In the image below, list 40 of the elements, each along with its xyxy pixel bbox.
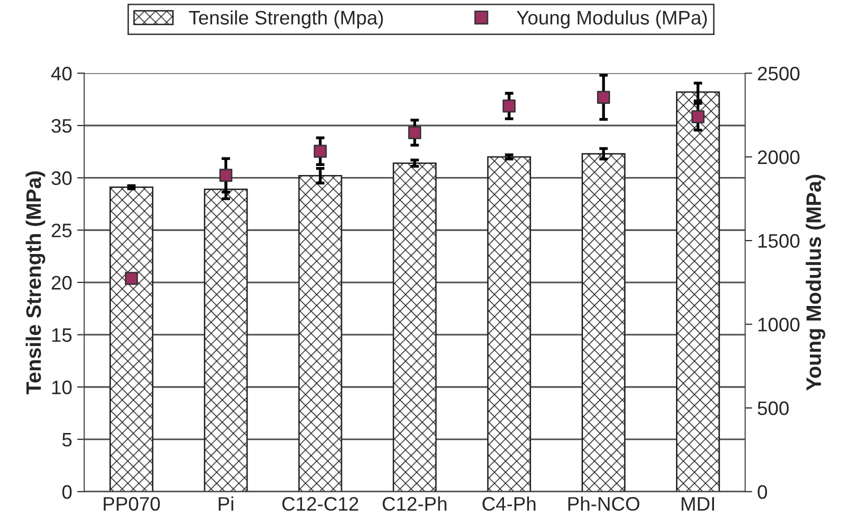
y-tick-label: 30 [52,171,72,186]
point [597,90,610,104]
y2-tick-label: 1000 [758,318,800,332]
y-axis-title: Tensile Strength (MPa) [26,171,46,394]
y2-tick-label: 2500 [758,66,800,80]
x-tick-label: C4-Ph [482,496,536,511]
x-tick-label: C12-C12 [282,496,358,511]
y2-tick-label: 0 [758,485,768,499]
y2-tick-label: 500 [758,401,789,416]
point [219,168,232,182]
x-tick-label: Pi [218,496,234,511]
y-tick-label: 10 [52,380,72,394]
bar [676,91,720,492]
point [124,272,138,285]
x-tick-label: C12-Ph [382,496,446,511]
y-tick-label: 5 [62,432,72,447]
bar [392,162,437,492]
bar [204,188,248,492]
y2-tick-label: 2000 [758,150,800,164]
y-tick-label: 35 [52,118,72,133]
point [502,100,516,113]
y-tick-label: 40 [51,66,72,80]
point [314,144,327,158]
y-tick-label: 15 [52,328,72,342]
bar [582,153,626,492]
legend-label: Tensile Strength (Mpa) [188,10,383,28]
y-tick-label: 25 [52,224,72,238]
bar [487,156,532,492]
point [691,110,704,124]
y-tick-label: 20 [52,276,72,290]
legend-label: Young Modulus (MPa) [516,10,707,28]
bar [298,175,342,492]
bar [109,186,154,492]
y-tick-label: 0 [62,485,72,499]
y2-axis-title: Young Modulus (MPa) [806,174,826,391]
x-tick-label: MDI [682,497,714,511]
x-tick-label: PP070 [104,496,160,511]
x-tick-label: Ph-NCO [568,496,640,511]
y2-tick-label: 1500 [758,234,800,248]
point [408,126,422,140]
